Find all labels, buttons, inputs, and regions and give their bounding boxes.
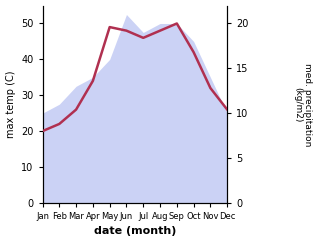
Y-axis label: med. precipitation
(kg/m2): med. precipitation (kg/m2) [293, 62, 313, 146]
X-axis label: date (month): date (month) [94, 227, 176, 236]
Y-axis label: max temp (C): max temp (C) [5, 70, 16, 138]
